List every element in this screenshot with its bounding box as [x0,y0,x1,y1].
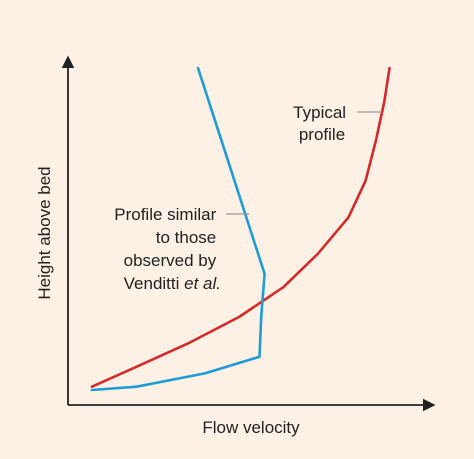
venditti-profile-line-2: to those [156,228,217,247]
typical-profile-label: Typical profile [293,103,351,144]
x-axis-label: Flow velocity [202,418,300,437]
venditti-profile-label: Profile similar to those observed by Ven… [114,205,221,293]
venditti-profile-et-al: et al. [184,274,221,293]
typical-profile-line-2: profile [299,125,345,144]
venditti-profile-line-1: Profile similar [114,205,216,224]
series-line-venditti-profile [90,66,266,392]
series-line-typical-profile [90,66,391,389]
venditti-profile-author: Venditti [124,274,180,293]
typical-profile-line-1: Typical [293,103,346,122]
y-axis-label: Height above bed [35,166,54,299]
venditti-profile-line-4: Venditti et al. [124,274,221,293]
venditti-profile-line-3: observed by [124,251,217,270]
